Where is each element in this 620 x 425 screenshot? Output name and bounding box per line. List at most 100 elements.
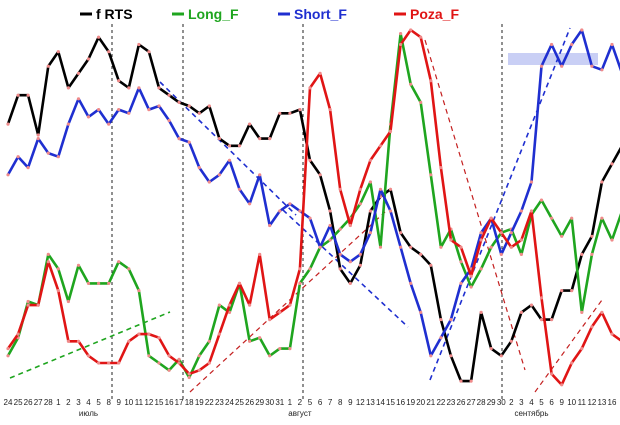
data-point	[409, 82, 413, 86]
x-tick-label: 13	[366, 398, 375, 407]
data-point	[167, 368, 171, 372]
data-point	[177, 361, 181, 365]
x-tick-label: 2	[66, 398, 71, 407]
data-point	[36, 303, 40, 307]
x-tick-label: 9	[559, 398, 564, 407]
x-tick-label: 8	[106, 398, 111, 407]
data-point	[459, 245, 463, 249]
highlight-box	[508, 53, 598, 65]
series-points-short-f	[6, 28, 614, 358]
data-point	[207, 104, 211, 108]
data-point	[570, 42, 574, 47]
data-point	[167, 93, 171, 97]
x-tick-label: 16	[396, 398, 405, 407]
data-point	[409, 281, 413, 285]
data-point	[388, 187, 393, 191]
data-point	[237, 144, 242, 148]
data-point	[550, 216, 554, 220]
data-point	[197, 166, 201, 170]
data-point	[439, 245, 443, 249]
data-point	[6, 122, 10, 126]
data-point	[560, 289, 564, 293]
data-point	[117, 79, 121, 83]
x-tick-label: 27	[467, 398, 476, 407]
x-tick-label: 5	[308, 398, 313, 407]
data-point	[529, 209, 534, 213]
x-tick-label: 19	[195, 398, 204, 407]
x-tick-label: 15	[155, 398, 164, 407]
data-point	[338, 252, 342, 256]
data-point	[479, 231, 483, 235]
x-tick-label: 29	[255, 398, 264, 407]
legend-label: Poza_F	[410, 6, 459, 22]
data-point	[419, 310, 423, 314]
data-point	[86, 281, 91, 285]
x-tick-label: 30	[497, 398, 506, 407]
data-point	[127, 86, 131, 90]
data-point	[358, 202, 362, 206]
data-point	[429, 263, 433, 267]
data-point	[590, 252, 594, 256]
data-point	[278, 310, 282, 314]
series-points-poza-f	[6, 28, 614, 387]
data-point	[157, 361, 161, 365]
data-point	[358, 187, 362, 191]
x-tick-label: 16	[165, 398, 174, 407]
data-point	[147, 50, 151, 54]
data-point	[217, 332, 221, 336]
data-point	[207, 361, 211, 365]
x-tick-label: 21	[426, 398, 435, 407]
data-point	[107, 50, 111, 54]
data-point	[127, 267, 131, 271]
data-point	[97, 35, 101, 39]
data-point	[298, 108, 302, 112]
data-point	[248, 339, 252, 343]
data-point	[6, 354, 10, 358]
data-point	[268, 137, 272, 141]
data-point	[137, 42, 141, 47]
x-tick-label: 25	[14, 398, 23, 407]
x-tick-label: 20	[416, 398, 425, 407]
x-tick-label: 26	[457, 398, 466, 407]
data-point	[570, 216, 574, 220]
x-tick-label: 1	[288, 398, 293, 407]
data-point	[489, 347, 493, 351]
data-point	[46, 151, 50, 155]
x-tick-label: 24	[225, 398, 234, 407]
series-line-long-f	[6, 32, 620, 379]
data-point	[439, 166, 443, 170]
data-point	[519, 252, 524, 256]
data-point	[529, 303, 534, 307]
data-point	[429, 79, 433, 83]
series-points-f-rts	[6, 35, 614, 383]
data-point	[288, 303, 292, 307]
x-tick-label: 6	[318, 398, 323, 407]
data-point	[539, 318, 544, 322]
x-tick-label: 14	[376, 398, 385, 407]
data-point	[36, 133, 40, 137]
x-tick-label: 12	[356, 398, 365, 407]
data-point	[217, 303, 221, 307]
data-point	[378, 187, 383, 191]
data-point	[388, 129, 393, 133]
data-point	[187, 104, 191, 108]
data-point	[298, 209, 302, 213]
data-point	[338, 187, 342, 191]
data-point	[610, 162, 614, 166]
data-point	[66, 299, 70, 304]
x-tick-label: 22	[436, 398, 445, 407]
data-point	[107, 281, 111, 285]
data-point	[580, 28, 584, 32]
data-point	[499, 231, 503, 235]
data-point	[318, 245, 322, 249]
series-line-short-f	[6, 28, 620, 358]
data-point	[258, 137, 262, 141]
data-point	[580, 310, 584, 314]
data-point	[187, 375, 191, 380]
data-point	[489, 245, 493, 249]
data-point	[539, 198, 544, 202]
data-point	[227, 303, 232, 307]
data-point	[16, 93, 20, 97]
legend-label: Long_F	[188, 6, 239, 22]
